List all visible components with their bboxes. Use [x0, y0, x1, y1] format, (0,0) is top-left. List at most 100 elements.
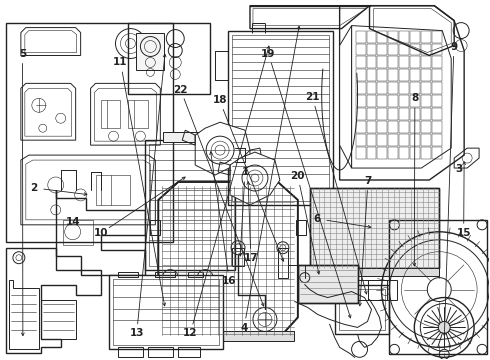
Text: 14: 14	[66, 217, 80, 227]
Polygon shape	[195, 122, 250, 175]
Bar	[410, 108, 420, 120]
Bar	[389, 44, 398, 55]
Bar	[148, 347, 173, 357]
Text: 12: 12	[183, 328, 197, 338]
Bar	[228, 31, 333, 205]
Bar	[377, 44, 388, 55]
Text: 17: 17	[244, 253, 258, 263]
Bar	[389, 108, 398, 120]
Bar	[356, 44, 366, 55]
Bar	[119, 272, 138, 276]
Bar	[399, 69, 409, 81]
Bar	[389, 82, 398, 94]
Bar	[421, 95, 431, 107]
Bar	[410, 69, 420, 81]
Bar	[389, 147, 398, 159]
Bar	[432, 44, 442, 55]
Text: 21: 21	[305, 92, 319, 102]
Bar	[410, 134, 420, 146]
Bar	[63, 220, 93, 245]
Bar	[399, 108, 409, 120]
Bar	[389, 69, 398, 81]
Bar	[377, 121, 388, 133]
Bar	[96, 175, 130, 205]
Bar	[377, 134, 388, 146]
Bar	[356, 31, 366, 42]
Bar	[410, 147, 420, 159]
Bar	[232, 35, 329, 201]
Bar	[155, 272, 175, 276]
Bar	[149, 144, 231, 266]
Bar	[410, 121, 420, 133]
Text: 9: 9	[450, 42, 458, 51]
Bar	[278, 248, 288, 278]
Bar	[232, 248, 244, 266]
Bar	[421, 147, 431, 159]
Text: 16: 16	[222, 276, 237, 286]
Bar	[128, 23, 210, 94]
Bar	[150, 280, 160, 294]
Text: 4: 4	[240, 323, 248, 333]
Bar	[432, 82, 442, 94]
Bar	[367, 147, 376, 159]
Bar	[108, 275, 223, 349]
Bar	[119, 347, 144, 357]
Bar	[310, 188, 439, 268]
Polygon shape	[230, 152, 280, 205]
Bar	[377, 82, 388, 94]
Bar	[356, 147, 366, 159]
Text: 15: 15	[456, 228, 471, 238]
Bar	[356, 108, 366, 120]
Bar	[358, 280, 388, 300]
Bar	[113, 279, 219, 345]
Bar	[410, 31, 420, 42]
Bar	[410, 57, 420, 68]
Bar	[298, 265, 358, 302]
Bar	[399, 121, 409, 133]
Text: 8: 8	[411, 93, 418, 103]
Bar	[421, 108, 431, 120]
Polygon shape	[340, 26, 352, 168]
Bar	[399, 134, 409, 146]
Bar	[356, 69, 366, 81]
Bar	[367, 108, 376, 120]
Bar	[150, 220, 160, 235]
Bar	[367, 121, 376, 133]
Bar	[367, 57, 376, 68]
Bar	[100, 100, 121, 128]
Text: 20: 20	[291, 171, 305, 181]
Bar	[389, 121, 398, 133]
Bar	[432, 69, 442, 81]
Bar	[377, 147, 388, 159]
Text: 18: 18	[212, 95, 227, 105]
Text: 5: 5	[19, 49, 26, 59]
Bar	[399, 82, 409, 94]
Bar	[389, 57, 398, 68]
Bar	[377, 69, 388, 81]
Bar	[296, 220, 306, 235]
Bar	[399, 31, 409, 42]
Text: 13: 13	[129, 328, 144, 338]
Bar	[367, 95, 376, 107]
Circle shape	[438, 321, 450, 333]
Bar	[432, 147, 442, 159]
Bar	[421, 121, 431, 133]
Bar	[421, 134, 431, 146]
Bar	[335, 285, 390, 334]
Bar	[432, 121, 442, 133]
Bar	[377, 95, 388, 107]
Bar	[298, 265, 358, 302]
Bar	[377, 31, 388, 42]
Text: 1: 1	[242, 167, 248, 177]
Bar	[421, 57, 431, 68]
Text: 3: 3	[455, 163, 463, 174]
Bar	[163, 132, 213, 142]
Bar	[432, 108, 442, 120]
Bar	[146, 140, 235, 270]
Bar	[310, 268, 439, 276]
Bar	[339, 289, 386, 330]
Text: 19: 19	[261, 49, 275, 59]
Bar	[6, 23, 173, 242]
Bar	[310, 188, 439, 268]
Bar	[421, 44, 431, 55]
